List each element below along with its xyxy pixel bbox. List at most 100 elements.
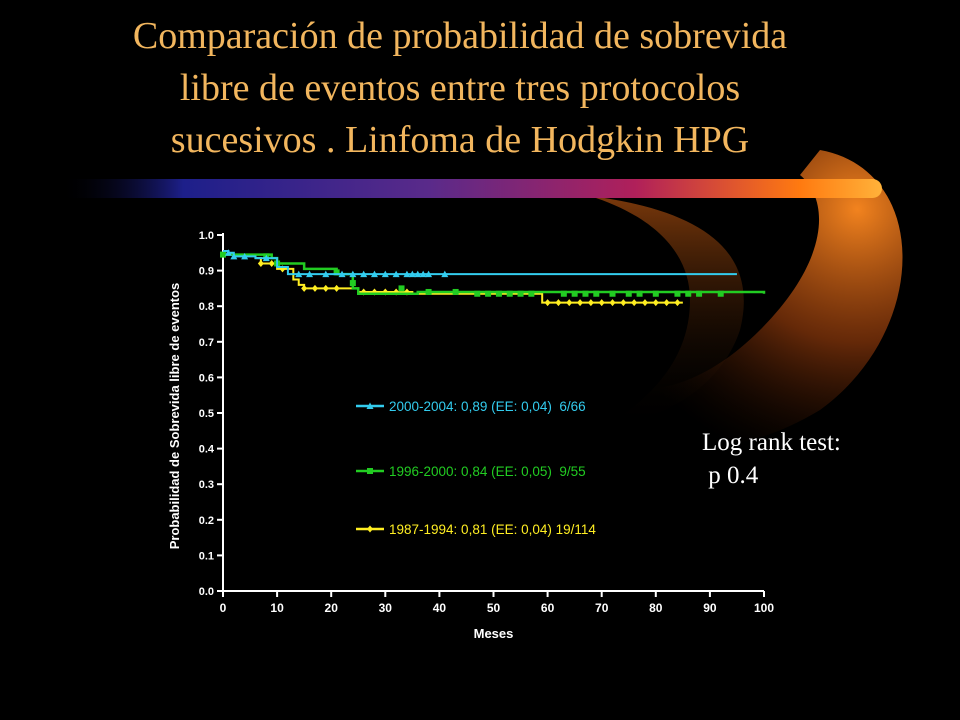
censor-marker-square: [425, 288, 432, 295]
censor-marker-triangle: [370, 270, 378, 278]
censor-marker-square: [474, 290, 481, 297]
legend-swatch-marker: [367, 525, 373, 533]
censor-marker-triangle: [408, 270, 416, 278]
censor-marker-triangle: [306, 270, 314, 278]
censor-marker-triangle: [392, 270, 400, 278]
censor-marker-square: [398, 285, 405, 292]
x-tick-label: 100: [754, 601, 774, 615]
censor-marker-diamond: [333, 284, 340, 292]
censor-marker-square: [220, 251, 226, 258]
x-tick-label: 40: [433, 601, 447, 615]
x-tick-label: 80: [649, 601, 663, 615]
x-tick-label: 20: [325, 601, 339, 615]
censor-marker-square: [333, 269, 340, 276]
x-tick-label: 30: [379, 601, 393, 615]
y-tick-label: 0.4: [199, 444, 215, 456]
title-line-1: Comparación de probabilidad de sobrevida: [132, 15, 788, 57]
censor-marker-diamond: [674, 299, 681, 307]
censor-marker-triangle: [381, 270, 389, 278]
censor-marker-triangle: [425, 270, 433, 278]
censor-marker-diamond: [620, 299, 627, 307]
censor-marker-diamond: [311, 284, 318, 292]
y-tick-label: 0.0: [199, 586, 214, 598]
censor-marker-square: [674, 290, 681, 297]
y-tick-label: 0.1: [199, 550, 214, 562]
censor-marker-square: [452, 288, 459, 295]
title-line-2: libre de eventos entre tres protocolos: [179, 67, 741, 109]
censor-marker-triangle: [419, 270, 427, 278]
censor-marker-diamond: [587, 299, 594, 307]
y-tick-label: 0.6: [199, 372, 214, 384]
censor-marker-triangle: [441, 270, 449, 278]
censor-marker-triangle: [224, 249, 232, 256]
censor-marker-triangle: [322, 270, 330, 278]
log-rank-p-value: p 0.4: [702, 462, 759, 489]
y-tick-label: 0.2: [199, 515, 214, 527]
y-tick-label: 0.7: [199, 337, 214, 349]
censor-marker-square: [560, 290, 567, 297]
censor-marker-square: [717, 290, 724, 297]
censor-marker-square: [571, 290, 578, 297]
censor-marker-diamond: [598, 299, 605, 307]
legend-entry: 1987-1994: 0,81 (EE: 0,04) 19/114: [389, 522, 596, 537]
x-tick-label: 70: [595, 601, 609, 615]
x-axis-label: Meses: [474, 626, 514, 641]
censor-marker-diamond: [566, 299, 573, 307]
y-axis-label: Probabilidad de Sobrevida libre de event…: [167, 283, 182, 550]
censor-marker-triangle: [295, 270, 303, 278]
censor-marker-square: [582, 290, 589, 297]
censor-marker-diamond: [301, 284, 308, 292]
y-tick-label: 0.5: [199, 408, 214, 420]
y-tick-label: 0.9: [199, 266, 214, 278]
censor-marker-diamond: [631, 299, 638, 307]
censor-marker-square: [485, 290, 492, 297]
censor-marker-square: [685, 290, 692, 297]
censor-marker-diamond: [257, 259, 264, 267]
censor-marker-diamond: [663, 299, 670, 307]
censor-marker-triangle: [241, 252, 249, 260]
censor-marker-square: [609, 290, 616, 297]
censor-marker-triangle: [403, 270, 411, 278]
censor-marker-square: [495, 290, 502, 297]
x-tick-label: 60: [541, 601, 555, 615]
x-tick-label: 10: [270, 601, 284, 615]
x-tick-label: 90: [703, 601, 717, 615]
y-tick-label: 1.0: [199, 230, 214, 242]
censor-marker-square: [528, 290, 535, 297]
x-tick-label: 0: [220, 601, 227, 615]
censor-marker-triangle: [360, 270, 368, 278]
censor-marker-triangle: [262, 254, 270, 262]
y-tick-label: 0.8: [199, 301, 214, 313]
x-tick-label: 50: [487, 601, 501, 615]
legend-swatch-marker: [366, 402, 374, 409]
censor-marker-diamond: [577, 299, 584, 307]
censor-marker-square: [349, 280, 356, 287]
censor-marker-triangle: [349, 270, 357, 278]
slide-title: Comparación de probabilidad de sobrevida…: [40, 10, 880, 166]
censor-marker-triangle: [230, 252, 238, 260]
censor-marker-diamond: [609, 299, 616, 307]
censor-marker-square: [625, 290, 632, 297]
censor-marker-square: [652, 290, 659, 297]
y-tick-label: 0.3: [199, 479, 214, 491]
censor-marker-square: [636, 290, 643, 297]
censor-marker-square: [696, 290, 703, 297]
legend-entry: 2000-2004: 0,89 (EE: 0,04) 6/66: [389, 399, 586, 414]
censor-marker-square: [593, 290, 600, 297]
legend-swatch-marker: [367, 468, 373, 474]
censor-marker-square: [506, 290, 513, 297]
log-rank-label: Log rank test:: [702, 429, 841, 456]
log-rank-annotation: Log rank test: p 0.4: [702, 426, 841, 492]
censor-marker-triangle: [338, 270, 346, 278]
censor-marker-diamond: [652, 299, 659, 307]
censor-marker-diamond: [544, 299, 551, 307]
censor-marker-triangle: [414, 270, 422, 278]
censor-marker-diamond: [268, 259, 275, 267]
censor-marker-diamond: [555, 299, 562, 307]
title-line-3: sucesivos . Linfoma de Hodgkin HPG: [170, 119, 750, 161]
legend-entry: 1996-2000: 0,84 (EE: 0,05) 9/55: [389, 464, 586, 479]
censor-marker-diamond: [322, 284, 329, 292]
